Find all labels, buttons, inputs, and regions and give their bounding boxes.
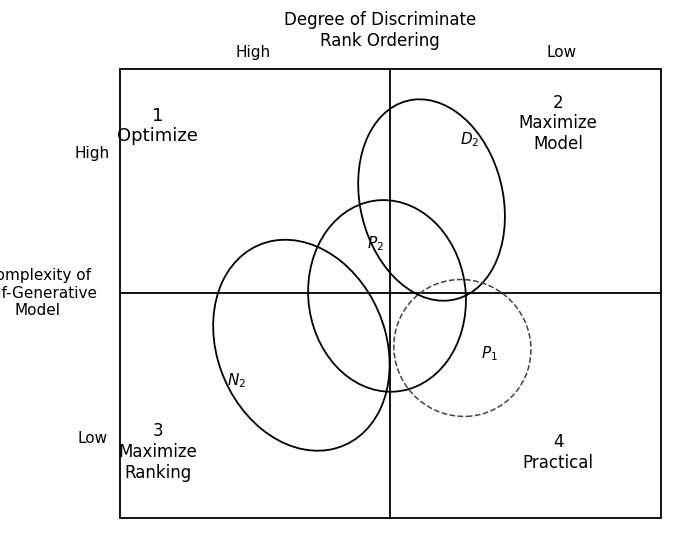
Text: $P_{1}$: $P_{1}$	[482, 344, 498, 363]
Text: Degree of Discriminate
Rank Ordering: Degree of Discriminate Rank Ordering	[284, 11, 476, 49]
Text: $D_{2}$: $D_{2}$	[460, 130, 479, 149]
Text: Low: Low	[77, 431, 108, 446]
Text: 4
Practical: 4 Practical	[523, 433, 594, 471]
Text: Low: Low	[547, 44, 577, 60]
Text: High: High	[75, 146, 110, 161]
Text: 1
Optimize: 1 Optimize	[117, 107, 198, 145]
Text: $P_{2}$: $P_{2}$	[367, 235, 384, 253]
Text: High: High	[236, 44, 271, 60]
Text: Complexity of
Self-Generative
Model: Complexity of Self-Generative Model	[0, 269, 97, 318]
Text: 2
Maximize
Model: 2 Maximize Model	[519, 94, 598, 153]
Text: 3
Maximize
Ranking: 3 Maximize Ranking	[118, 423, 197, 482]
Text: $N_{2}$: $N_{2}$	[227, 372, 246, 390]
Bar	[120, 68, 661, 518]
